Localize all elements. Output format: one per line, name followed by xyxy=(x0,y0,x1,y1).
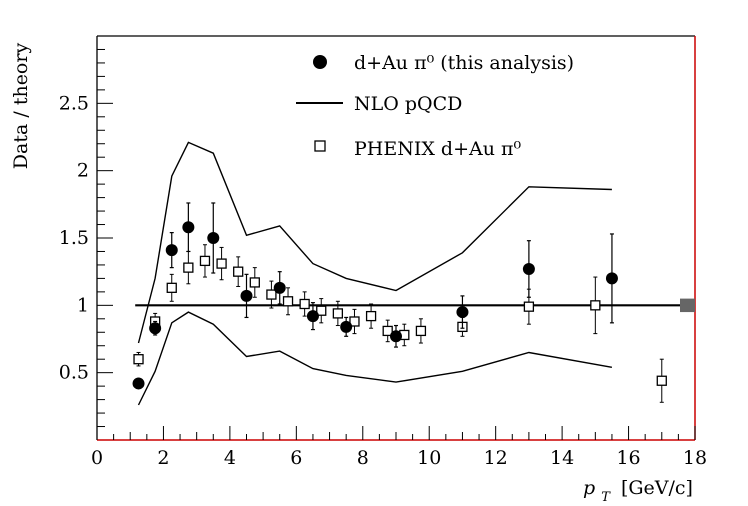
y-tick-label: 1 xyxy=(77,294,89,316)
legend-label-phenix: PHENIX d+Au π⁰ xyxy=(354,138,521,160)
y-tick-label: 0.5 xyxy=(59,362,89,384)
this-analysis-point xyxy=(390,330,402,343)
phenix-point xyxy=(183,262,194,273)
phenix-point xyxy=(382,325,393,337)
phenix-point xyxy=(656,375,667,386)
x-tick-label: 16 xyxy=(616,447,640,469)
x-tick-label: 4 xyxy=(224,447,236,469)
phenix-point xyxy=(199,255,211,267)
x-tick-label: 2 xyxy=(157,447,169,469)
phenix-point xyxy=(523,301,535,312)
axis-titles: Data / theory p T [GeV/c] xyxy=(10,43,693,506)
legend-marker-this-analysis xyxy=(313,55,327,69)
legend-label-this-analysis: d+Au π⁰ (this analysis) xyxy=(354,52,574,74)
this-analysis-point xyxy=(306,310,319,323)
y-tick-label: 2 xyxy=(77,160,89,182)
x-tick-label: 0 xyxy=(91,447,103,469)
phenix-point xyxy=(166,282,177,293)
scale-uncertainty-box xyxy=(680,298,695,313)
axes: 0 2 4 6 8 10 12 14 16 18 0.5 1 1.5 2 2.5 xyxy=(59,48,707,469)
this-analysis-point xyxy=(456,306,469,319)
phenix-point xyxy=(266,289,277,300)
phenix-point xyxy=(590,300,601,311)
this-analysis-point xyxy=(182,221,195,234)
x-tick-label: 12 xyxy=(484,447,508,469)
y-tick-label: 1.5 xyxy=(59,227,89,249)
nlo-pqcd-band xyxy=(137,141,613,406)
this-analysis-point xyxy=(273,281,286,294)
this-analysis-point xyxy=(165,244,178,257)
y-tick-label: 2.5 xyxy=(59,92,89,114)
x-tick-label: 18 xyxy=(683,447,707,469)
phenix-point xyxy=(249,277,260,288)
phenix-point xyxy=(282,296,294,307)
nlo-lower-line xyxy=(137,311,613,406)
x-tick-label: 14 xyxy=(550,447,574,469)
x-axis-title: p T [GeV/c] xyxy=(583,477,693,506)
this-analysis-point xyxy=(605,272,618,285)
y-axis-title: Data / theory xyxy=(10,43,32,170)
phenix-point xyxy=(233,266,244,277)
this-analysis-point xyxy=(132,377,145,390)
legend: d+Au π⁰ (this analysis) NLO pQCD PHENIX … xyxy=(296,52,574,160)
x-axis-title-main: p xyxy=(583,477,595,499)
this-analysis-point xyxy=(340,320,353,333)
legend-label-nlo: NLO pQCD xyxy=(354,93,462,115)
phenix-point xyxy=(133,354,144,365)
phenix-point xyxy=(349,316,360,327)
this-analysis-point xyxy=(149,322,162,335)
x-tick-label: 8 xyxy=(357,447,369,469)
phenix-point xyxy=(365,310,377,322)
nlo-upper-line xyxy=(137,141,612,344)
x-tick-label: 6 xyxy=(290,447,302,469)
x-axis-title-unit: [GeV/c] xyxy=(621,477,693,499)
phenix-point xyxy=(415,325,427,337)
this-analysis-point xyxy=(522,262,535,275)
x-tick-label: 10 xyxy=(417,447,441,469)
legend-marker-phenix xyxy=(314,140,326,152)
phenix-point xyxy=(299,298,310,310)
phenix-point xyxy=(332,308,344,319)
this-analysis-point xyxy=(240,289,253,302)
x-axis-title-sub: T xyxy=(601,490,611,505)
this-analysis-series xyxy=(132,202,618,390)
phenix-point xyxy=(216,258,227,269)
phenix-point xyxy=(316,305,327,316)
this-analysis-point xyxy=(207,232,220,244)
reference-line-group xyxy=(135,298,695,313)
